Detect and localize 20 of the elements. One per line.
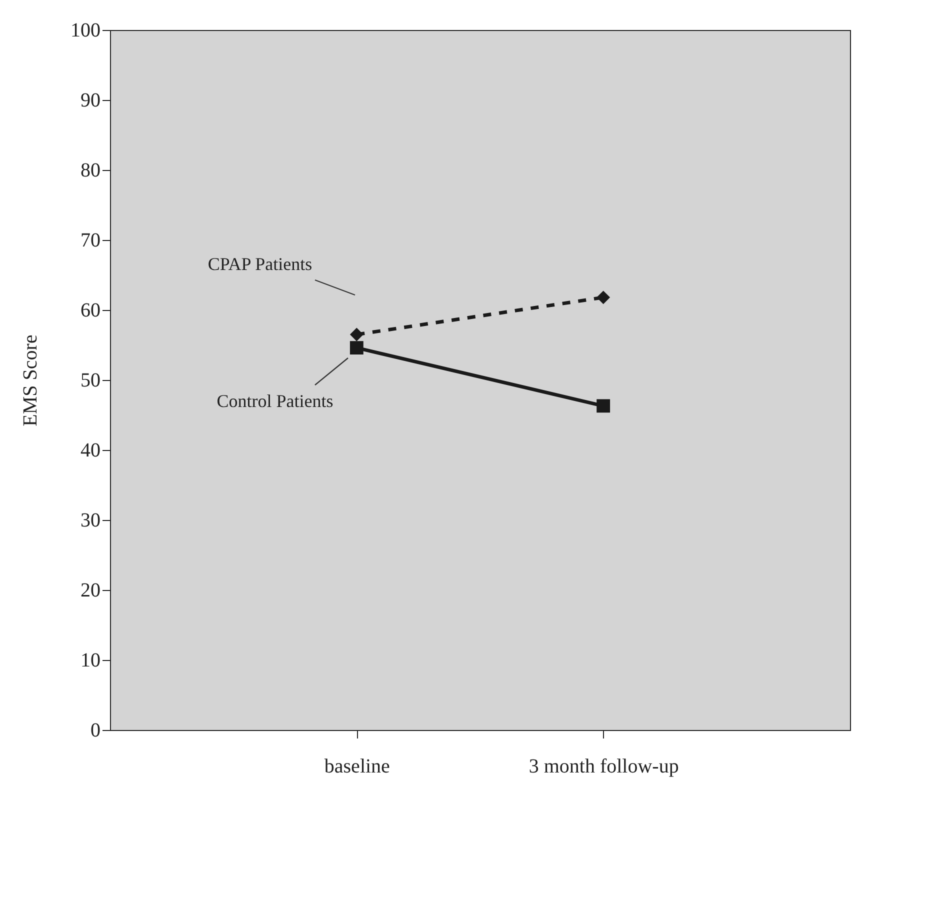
y-tick-label: 90: [80, 90, 100, 112]
x-tick-label: 3 month follow-up: [528, 756, 679, 778]
text: Control Patients: [216, 391, 334, 411]
y-tick-label: 60: [80, 300, 100, 322]
y-tick-label: 100: [70, 20, 100, 42]
point: [596, 290, 610, 304]
y-tick-label: 20: [80, 580, 100, 602]
y-tick-label: 80: [80, 160, 100, 182]
y-tick-label: 50: [80, 370, 100, 392]
y-axis-title: EMS Score: [20, 334, 42, 426]
y-tick-label: 30: [80, 510, 100, 532]
point: [596, 399, 610, 413]
y-tick-label: 70: [80, 230, 100, 252]
y-tick-label: 40: [80, 440, 100, 462]
point: [350, 341, 364, 355]
x-tick-label: baseline: [324, 756, 390, 778]
point: [350, 328, 364, 342]
text: CPAP Patients: [208, 254, 312, 274]
y-tick-label: 10: [80, 650, 100, 672]
y-tick-label: 0: [90, 720, 100, 742]
